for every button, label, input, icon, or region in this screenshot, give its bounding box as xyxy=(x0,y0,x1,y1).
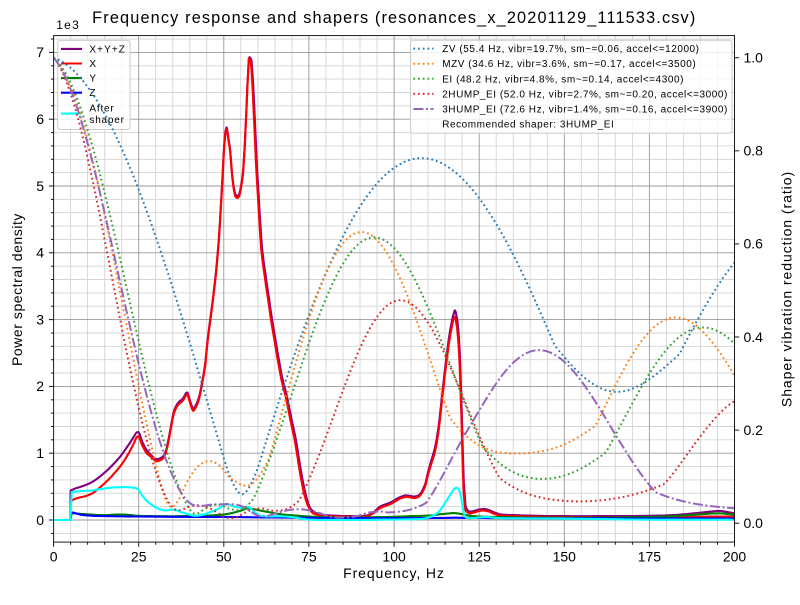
svg-text:Frequency, Hz: Frequency, Hz xyxy=(343,565,445,581)
svg-text:Z: Z xyxy=(89,88,96,99)
svg-text:200: 200 xyxy=(723,549,747,565)
svg-text:0.8: 0.8 xyxy=(744,143,764,159)
svg-text:75: 75 xyxy=(301,549,317,565)
svg-text:0: 0 xyxy=(36,512,44,528)
svg-text:6: 6 xyxy=(36,111,44,127)
svg-text:Shaper vibration reduction (ra: Shaper vibration reduction (ratio) xyxy=(779,171,795,407)
svg-text:Frequency response and shapers: Frequency response and shapers (resonanc… xyxy=(92,9,696,27)
svg-text:2: 2 xyxy=(36,378,44,394)
svg-text:0.4: 0.4 xyxy=(744,329,764,345)
svg-text:5: 5 xyxy=(36,178,44,194)
svg-text:3: 3 xyxy=(36,311,44,327)
svg-text:0.6: 0.6 xyxy=(744,236,764,252)
svg-text:MZV (34.6 Hz, vibr=3.6%, sm~=0: MZV (34.6 Hz, vibr=3.6%, sm~=0.17, accel… xyxy=(442,59,696,70)
svg-text:ZV (55.4 Hz, vibr=19.7%, sm~=0: ZV (55.4 Hz, vibr=19.7%, sm~=0.06, accel… xyxy=(442,44,699,55)
svg-text:Y: Y xyxy=(89,74,97,85)
svg-text:100: 100 xyxy=(382,549,406,565)
svg-text:X+Y+Z: X+Y+Z xyxy=(89,44,126,55)
svg-text:Recommended shaper: 3HUMP_EI: Recommended shaper: 3HUMP_EI xyxy=(442,120,614,131)
svg-text:shaper: shaper xyxy=(89,115,124,126)
svg-text:1: 1 xyxy=(36,445,44,461)
svg-text:3HUMP_EI (72.6 Hz, vibr=1.4%,: 3HUMP_EI (72.6 Hz, vibr=1.4%, sm~=0.16, … xyxy=(442,105,728,116)
svg-text:X: X xyxy=(89,59,97,70)
svg-text:0.2: 0.2 xyxy=(744,422,764,438)
svg-text:125: 125 xyxy=(468,549,492,565)
svg-text:1e3: 1e3 xyxy=(56,18,80,32)
svg-text:2HUMP_EI (52.0 Hz, vibr=2.7%,: 2HUMP_EI (52.0 Hz, vibr=2.7%, sm~=0.20, … xyxy=(442,89,728,100)
svg-text:150: 150 xyxy=(553,549,577,565)
svg-text:25: 25 xyxy=(131,549,147,565)
svg-text:175: 175 xyxy=(638,549,662,565)
svg-text:4: 4 xyxy=(36,245,44,261)
svg-text:0.0: 0.0 xyxy=(744,515,764,531)
svg-text:1.0: 1.0 xyxy=(744,50,764,66)
svg-text:Power spectral density: Power spectral density xyxy=(9,213,25,366)
svg-text:EI (48.2 Hz, vibr=4.8%, sm~=0.: EI (48.2 Hz, vibr=4.8%, sm~=0.14, accel<… xyxy=(442,74,684,85)
svg-text:7: 7 xyxy=(36,44,44,60)
svg-text:0: 0 xyxy=(50,549,58,565)
svg-text:50: 50 xyxy=(216,549,232,565)
